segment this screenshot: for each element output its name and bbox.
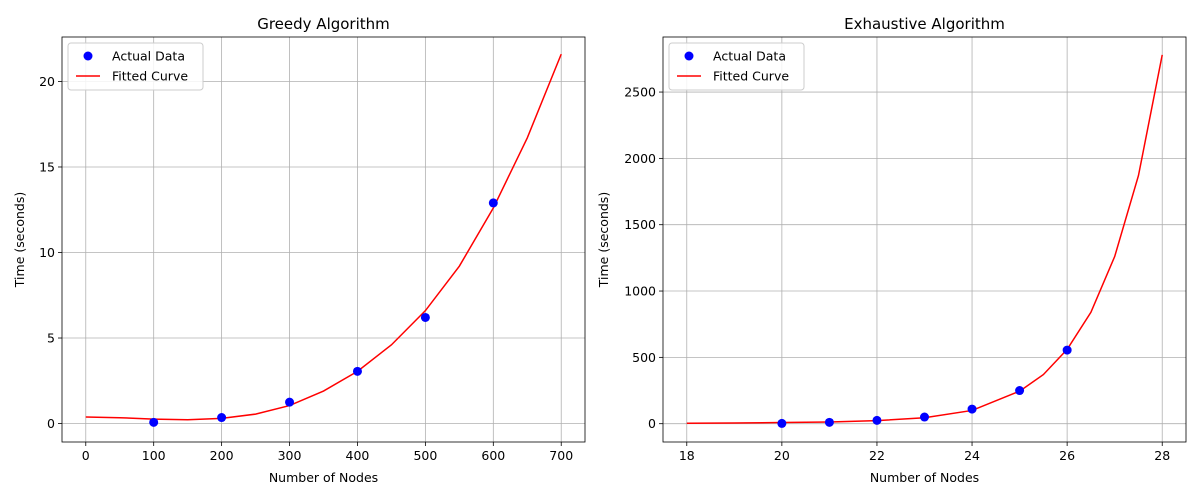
x-tick-label: 400 [346, 448, 370, 463]
data-point [872, 415, 882, 425]
data-point [967, 404, 977, 414]
x-axis-label: Number of Nodes [269, 470, 378, 485]
y-tick-label: 2000 [624, 151, 656, 166]
plot-area [686, 54, 1163, 428]
chart-exhaustive: 18 20 22 24 26 28 0 500 1000 1500 2000 2500 Exhausti… [596, 15, 1187, 485]
x-tick-label: 500 [413, 448, 437, 463]
legend-label: Actual Data [112, 49, 185, 64]
y-tick-label: 0 [47, 416, 55, 431]
y-tick-label: 15 [39, 159, 55, 174]
y-tick-label: 500 [632, 350, 656, 365]
y-tick-label: 0 [648, 416, 656, 431]
data-point [824, 417, 834, 427]
data-point [488, 198, 498, 208]
fitted-curve-line [686, 54, 1163, 425]
x-tick-label: 0 [82, 448, 90, 463]
legend-label: Fitted Curve [112, 69, 188, 84]
legend-label: Fitted Curve [713, 69, 789, 84]
chart-title: Exhaustive Algorithm [844, 15, 1005, 33]
x-tick-label: 100 [142, 448, 166, 463]
x-tick-label: 24 [964, 448, 980, 463]
legend: Actual Data Fitted Curve [668, 42, 805, 91]
x-tick-label: 20 [774, 448, 790, 463]
fitted-curve-line [85, 53, 562, 421]
axes-frame [662, 36, 1187, 443]
data-point [149, 417, 159, 427]
data-point [777, 418, 787, 428]
x-axis-label: Number of Nodes [870, 470, 979, 485]
y-tick-label: 5 [47, 331, 55, 346]
data-point [285, 397, 295, 407]
data-point [1062, 345, 1072, 355]
y-tick-label: 20 [39, 74, 55, 89]
legend-label: Actual Data [713, 49, 786, 64]
data-point [352, 366, 362, 376]
data-point [217, 413, 227, 423]
chart-greedy: 0 100 200 300 400 500 600 700 0 5 10 15 20 Greedy Alg… [12, 15, 586, 485]
x-tick-label: 18 [679, 448, 695, 463]
x-tick-label: 22 [869, 448, 885, 463]
y-tick-label: 1500 [624, 217, 656, 232]
x-tick-label: 200 [210, 448, 234, 463]
y-tick-label: 1000 [624, 284, 656, 299]
x-tick-label: 600 [481, 448, 505, 463]
plot-area [85, 53, 562, 427]
x-tick-label: 28 [1154, 448, 1170, 463]
legend-box [67, 42, 204, 91]
x-tick-label: 26 [1059, 448, 1075, 463]
data-point [920, 412, 929, 422]
legend-marker [83, 51, 93, 61]
axes-frame [61, 36, 586, 443]
legend: Actual Data Fitted Curve [67, 42, 204, 91]
y-tick-label: 2500 [624, 85, 656, 100]
y-axis-label: Time (seconds) [12, 192, 27, 288]
legend-box [668, 42, 805, 91]
x-tick-label: 700 [549, 448, 573, 463]
data-point [420, 312, 430, 322]
chart-title: Greedy Algorithm [257, 15, 390, 33]
legend-marker [684, 51, 694, 61]
y-tick-label: 10 [39, 245, 55, 260]
x-tick-label: 300 [278, 448, 302, 463]
y-axis-label: Time (seconds) [596, 192, 611, 288]
data-point [1015, 386, 1025, 396]
